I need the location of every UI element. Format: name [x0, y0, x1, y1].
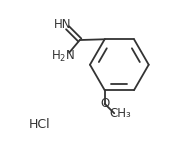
Text: HCl: HCl: [29, 118, 50, 131]
Text: HN: HN: [54, 18, 71, 31]
Text: H$_2$N: H$_2$N: [51, 48, 75, 64]
Text: O: O: [100, 97, 109, 110]
Text: CH₃: CH₃: [110, 107, 131, 120]
